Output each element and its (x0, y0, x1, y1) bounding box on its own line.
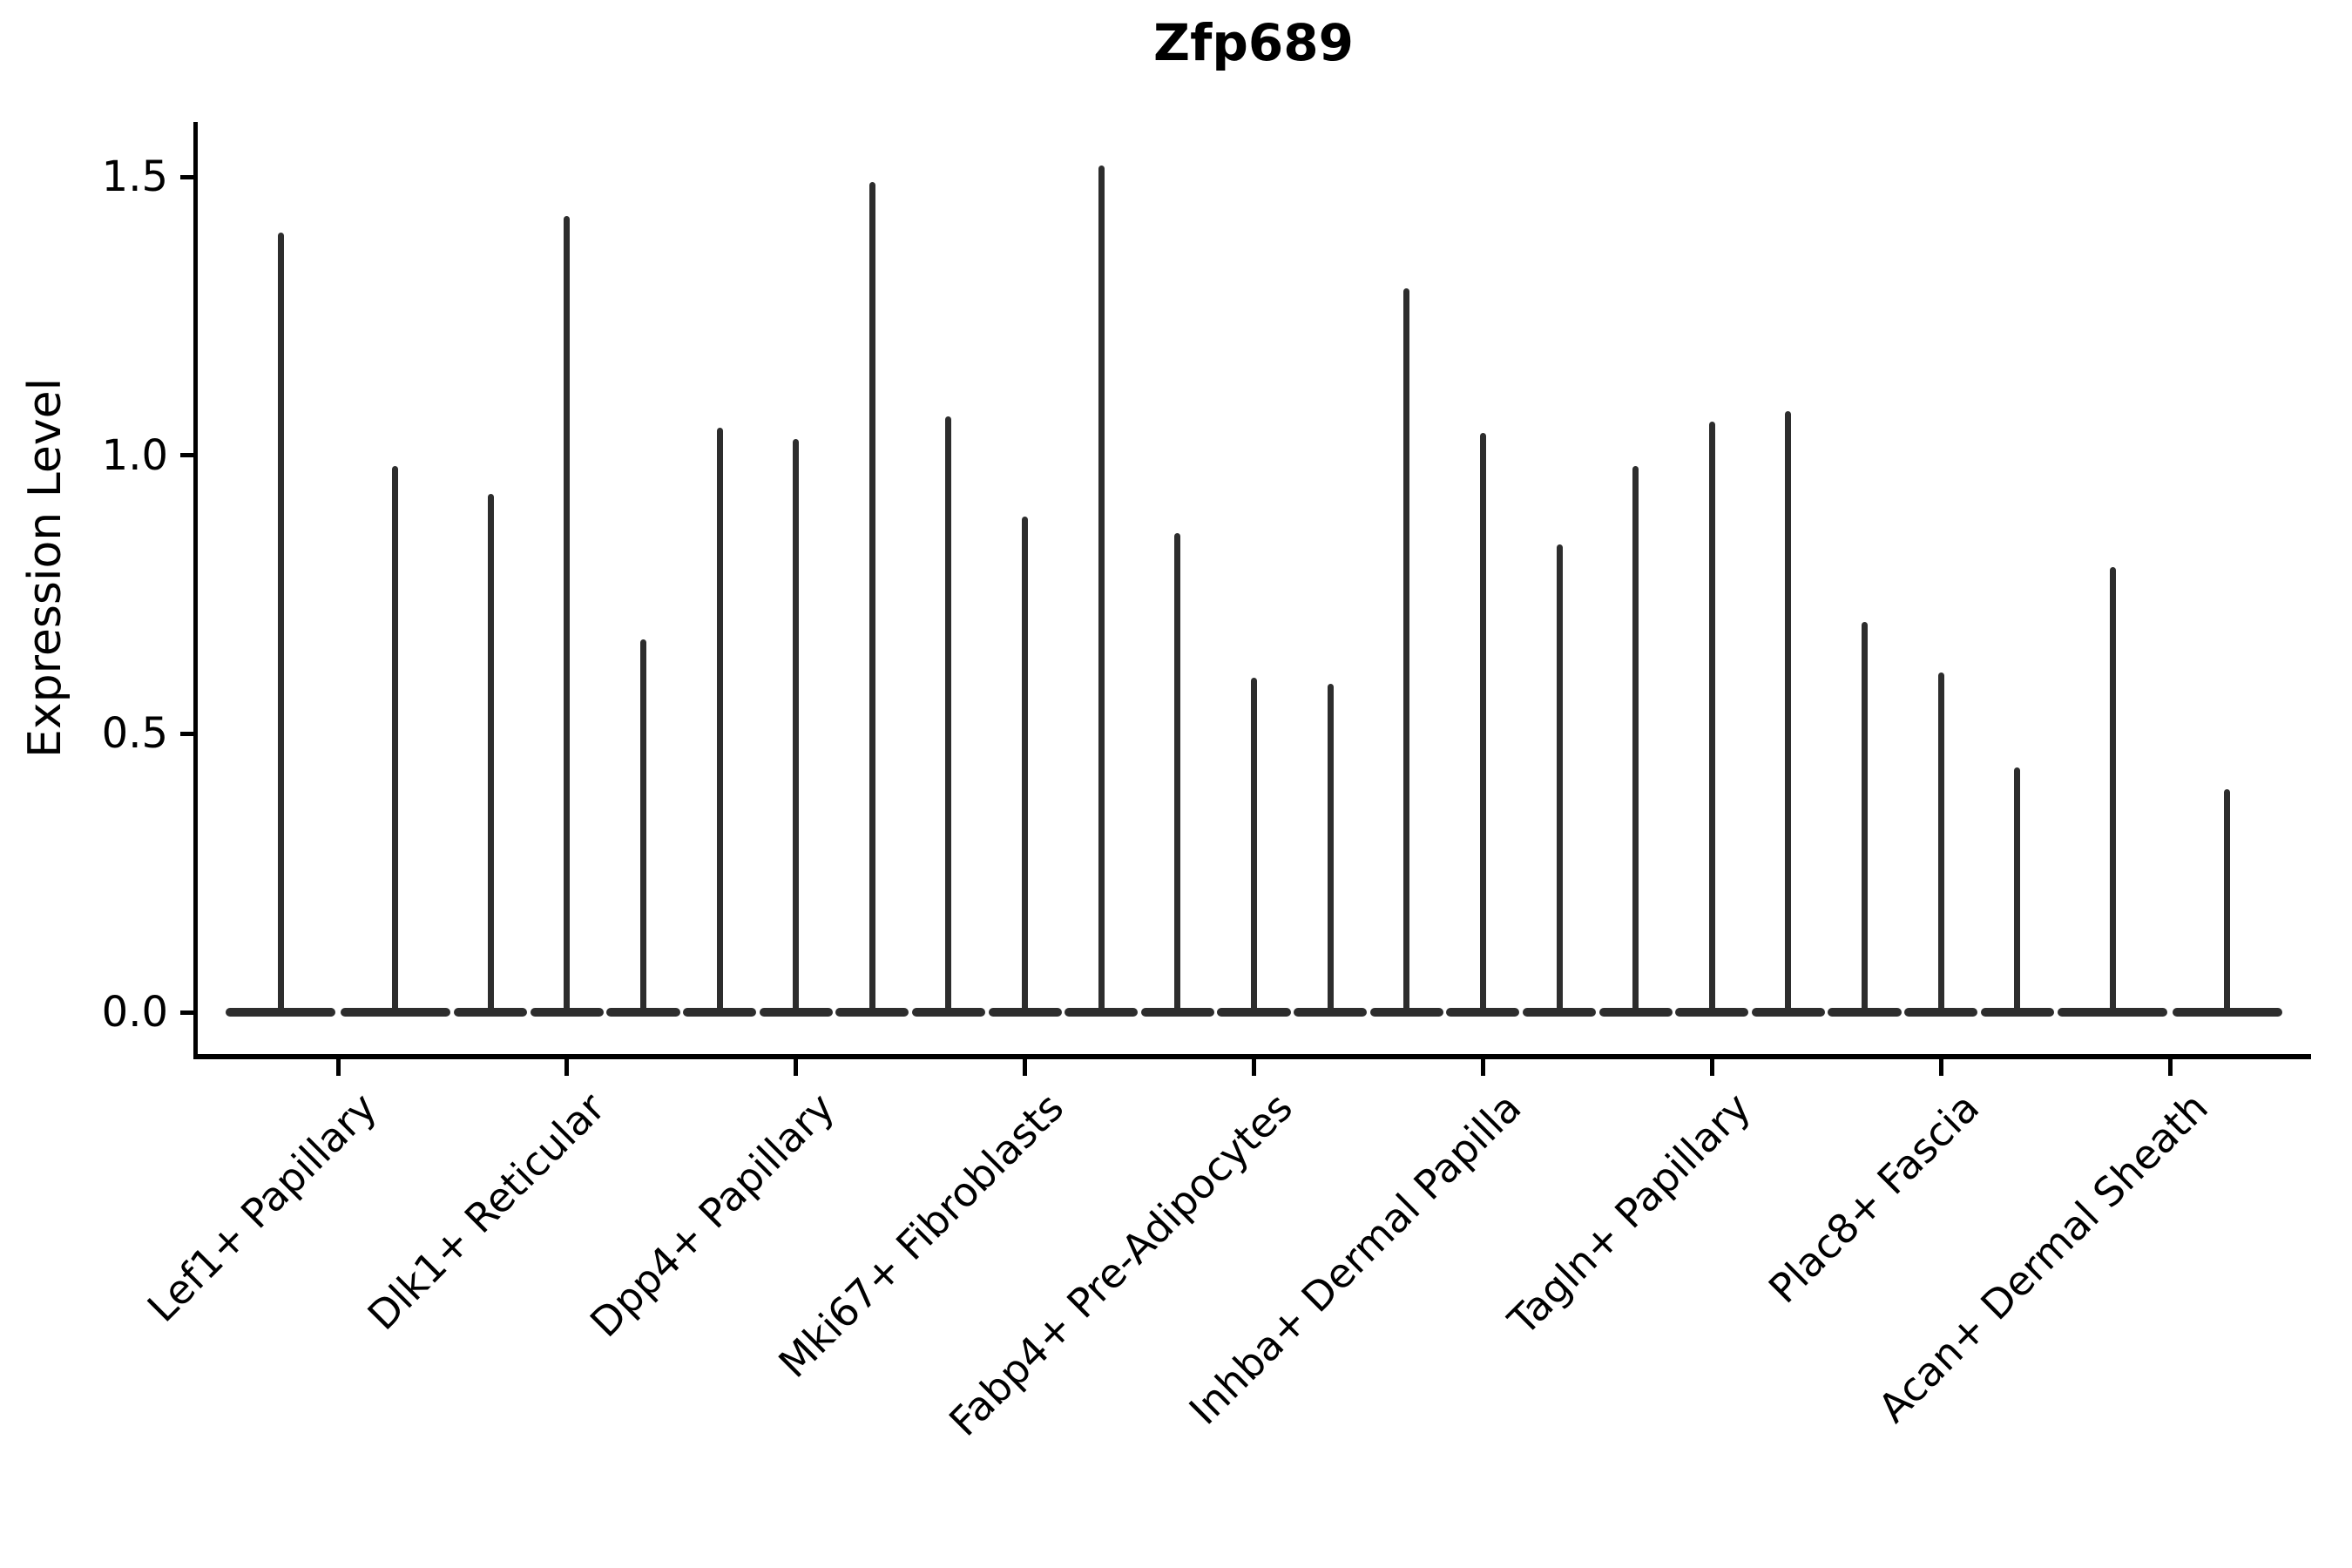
x-tick (335, 1057, 341, 1076)
violin-spike (1556, 544, 1563, 1012)
violin-spike (1403, 287, 1410, 1012)
violin-base (606, 1008, 680, 1017)
violin-spike (1327, 683, 1334, 1012)
violin-base (759, 1008, 833, 1017)
y-tick-label: 1.0 (101, 430, 168, 480)
violin-base (1369, 1008, 1443, 1017)
violin-spike (1937, 672, 1944, 1012)
violin-base (340, 1008, 450, 1017)
violin-spike (945, 416, 952, 1012)
violin-base (835, 1008, 909, 1017)
violin-spike (1479, 433, 1486, 1012)
violin-base (1598, 1008, 1673, 1017)
violin-spike (1861, 622, 1868, 1012)
x-tick (1023, 1057, 1028, 1076)
x-tick-label: Tagln+ Papillary (1498, 1084, 1760, 1344)
violin-base (1904, 1008, 1978, 1017)
violin-spike (392, 466, 399, 1012)
x-tick-label: Dpp4+ Papillary (580, 1084, 843, 1347)
x-tick (794, 1057, 799, 1076)
y-tick-label: 0.0 (101, 988, 168, 1037)
left-spine (193, 122, 198, 1059)
violin-base (988, 1008, 1062, 1017)
violin-base (1294, 1008, 1368, 1017)
violin-base (1217, 1008, 1291, 1017)
violin-base (1828, 1008, 1902, 1017)
violin-spike (1708, 422, 1715, 1012)
x-tick (2167, 1057, 2173, 1076)
violin-spike (793, 438, 800, 1012)
violin-base (1980, 1008, 2054, 1017)
violin-base (1522, 1008, 1597, 1017)
violin-spike (277, 232, 284, 1012)
violin-spike (716, 427, 723, 1012)
violin-base (911, 1008, 986, 1017)
y-tick (180, 731, 196, 736)
violin-spike (487, 494, 494, 1012)
x-tick (1709, 1057, 1714, 1076)
violin-spike (2109, 566, 2116, 1012)
violin-base (1140, 1008, 1214, 1017)
plot-title: Zfp689 (1153, 13, 1354, 72)
y-tick-label: 0.5 (101, 709, 168, 759)
violin-base (1751, 1008, 1825, 1017)
y-tick (180, 174, 196, 179)
violin-base (1675, 1008, 1749, 1017)
x-tick-label: Plac8+ Fascia (1759, 1084, 1989, 1313)
violin-spike (1098, 166, 1105, 1012)
violin-spike (1251, 678, 1257, 1012)
violin-base (683, 1008, 757, 1017)
y-tick (180, 453, 196, 458)
violin-spike (640, 639, 647, 1012)
violin-base (1064, 1008, 1139, 1017)
x-tick (1480, 1057, 1485, 1076)
violin-base (1446, 1008, 1520, 1017)
violin-spike (868, 182, 875, 1012)
x-tick (1938, 1057, 1943, 1076)
x-tick (1252, 1057, 1256, 1076)
violin-base (2058, 1008, 2168, 1017)
violin-spike (1632, 466, 1639, 1012)
y-tick (180, 1010, 196, 1015)
violin-spike (1022, 517, 1029, 1012)
violin-base (226, 1008, 336, 1017)
violin-spike (2224, 789, 2231, 1012)
violin-spike (1174, 533, 1181, 1012)
x-tick (564, 1057, 570, 1076)
x-tick-label: Lef1+ Papillary (138, 1084, 386, 1331)
violin-spike (564, 215, 571, 1012)
violin-base (2172, 1008, 2282, 1017)
violin-base (530, 1008, 604, 1017)
violin-spike (2014, 767, 2021, 1012)
x-tick-label: Dlk1+ Reticular (358, 1084, 615, 1340)
violin-base (454, 1008, 528, 1017)
violin-spike (1785, 410, 1792, 1012)
y-tick-label: 1.5 (101, 152, 168, 202)
